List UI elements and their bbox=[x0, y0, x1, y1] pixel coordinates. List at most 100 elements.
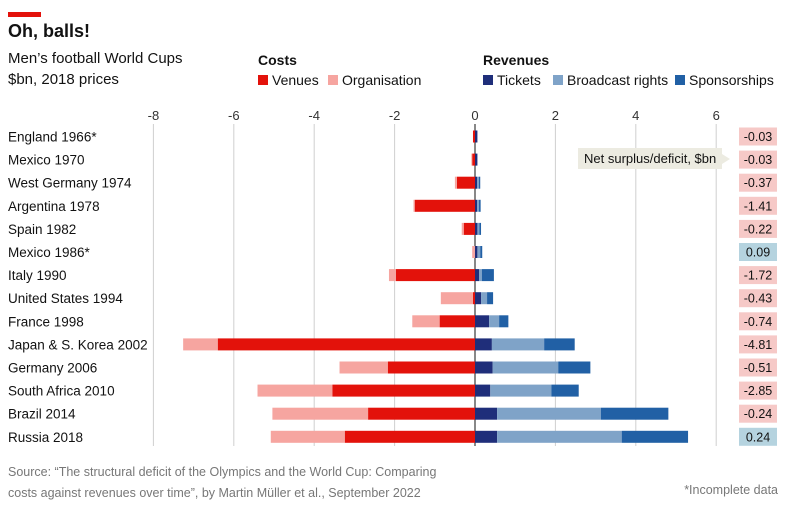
source-line-2: costs against revenues over time”, by Ma… bbox=[8, 486, 421, 500]
net-value-label: -0.03 bbox=[744, 153, 773, 167]
footnote: *Incomplete data bbox=[684, 483, 778, 497]
legend-item-broadcast: Broadcast rights bbox=[553, 72, 668, 88]
net-value-label: -0.24 bbox=[744, 407, 773, 421]
bar-tickets bbox=[475, 338, 492, 351]
bar-venues bbox=[463, 222, 475, 235]
bar-organisation bbox=[257, 384, 333, 397]
legend-swatch-organisation bbox=[328, 75, 338, 85]
net-value-label: 0.09 bbox=[746, 246, 770, 260]
chart-subtitle: Men’s football World Cups bbox=[8, 50, 183, 67]
bar-organisation bbox=[270, 430, 345, 443]
net-value-label: -0.03 bbox=[744, 130, 773, 144]
bar-broadcast-rights bbox=[497, 407, 601, 420]
x-tick-label: -8 bbox=[148, 108, 160, 123]
legend-costs-title: Costs bbox=[258, 52, 297, 68]
bar-broadcast-rights bbox=[477, 176, 480, 189]
bar-tickets bbox=[475, 176, 478, 189]
bar-tickets bbox=[475, 315, 490, 328]
bar-organisation bbox=[472, 246, 475, 258]
bar-tickets bbox=[475, 246, 478, 258]
bar-venues bbox=[217, 338, 475, 351]
bar-broadcast-rights bbox=[477, 246, 481, 258]
net-value-box bbox=[739, 358, 777, 377]
bar-organisation bbox=[272, 407, 369, 420]
bar-sponsorships bbox=[479, 199, 481, 212]
bar-sponsorships bbox=[487, 292, 494, 305]
category-label: Russia 2018 bbox=[8, 430, 83, 445]
bar-venues bbox=[387, 361, 475, 374]
net-value-label: -0.22 bbox=[744, 222, 773, 236]
net-value-label: -0.37 bbox=[744, 176, 773, 190]
legend-label-sponsorships: Sponsorships bbox=[689, 72, 774, 88]
legend-swatch-venues bbox=[258, 75, 268, 85]
category-label: Germany 2006 bbox=[8, 361, 97, 376]
bar-broadcast-rights bbox=[491, 338, 545, 351]
x-tick-label: 4 bbox=[632, 108, 639, 123]
net-value-box bbox=[739, 127, 777, 146]
bar-venues bbox=[332, 384, 475, 397]
net-value-box bbox=[739, 289, 777, 308]
bar-organisation bbox=[471, 153, 473, 166]
category-label: South Africa 2010 bbox=[8, 384, 115, 399]
net-value-box bbox=[739, 173, 777, 192]
category-label: France 1998 bbox=[8, 314, 84, 329]
chart-title: Oh, balls! bbox=[8, 21, 91, 41]
category-label: West Germany 1974 bbox=[8, 176, 132, 191]
bar-tickets bbox=[475, 269, 480, 282]
bar-venues bbox=[344, 430, 475, 443]
x-tick-label: 0 bbox=[471, 108, 478, 123]
net-value-label: -0.43 bbox=[744, 292, 773, 306]
x-tick-label: -4 bbox=[308, 108, 320, 123]
net-value-box bbox=[739, 381, 777, 400]
bar-tickets bbox=[475, 361, 493, 374]
bar-tickets bbox=[475, 130, 478, 143]
legend-item-sponsorships: Sponsorships bbox=[675, 72, 774, 88]
legend-swatch-tickets bbox=[483, 75, 493, 85]
bar-organisation bbox=[440, 292, 473, 305]
legend-item-organisation: Organisation bbox=[328, 72, 421, 88]
bar-organisation bbox=[454, 176, 457, 189]
bar-organisation bbox=[413, 199, 415, 212]
bar-venues bbox=[439, 315, 475, 328]
bar-sponsorships bbox=[499, 315, 509, 328]
x-tick-label: 2 bbox=[552, 108, 559, 123]
bar-sponsorships bbox=[551, 384, 579, 397]
category-label: Argentina 1978 bbox=[8, 199, 100, 214]
bar-broadcast-rights bbox=[481, 292, 488, 305]
net-value-box bbox=[739, 196, 777, 215]
bar-sponsorships bbox=[481, 269, 494, 282]
legend-item-tickets: Tickets bbox=[483, 72, 541, 88]
legend-swatch-sponsorships bbox=[675, 75, 685, 85]
bar-organisation bbox=[339, 361, 388, 374]
legend-item-venues: Venues bbox=[258, 72, 319, 88]
bar-sponsorships bbox=[480, 246, 483, 258]
category-label: Brazil 2014 bbox=[8, 407, 76, 422]
bar-tickets bbox=[475, 199, 478, 212]
bar-tickets bbox=[475, 384, 491, 397]
bar-tickets bbox=[475, 407, 498, 420]
net-value-label: -4.81 bbox=[744, 338, 773, 352]
legend-label-organisation: Organisation bbox=[342, 72, 422, 88]
bar-tickets bbox=[475, 153, 478, 166]
x-tick-label: 6 bbox=[713, 108, 720, 123]
bar-broadcast-rights bbox=[490, 384, 552, 397]
net-value-box bbox=[739, 243, 777, 261]
net-value-box bbox=[739, 150, 777, 169]
bar-broadcast-rights bbox=[489, 315, 500, 328]
bar-venues bbox=[414, 199, 475, 212]
net-value-box bbox=[739, 219, 777, 238]
net-value-label: -0.51 bbox=[744, 361, 773, 375]
category-label: Mexico 1970 bbox=[8, 153, 85, 168]
net-value-box bbox=[739, 266, 777, 285]
bar-sponsorships bbox=[600, 407, 669, 420]
net-value-label: -1.72 bbox=[744, 269, 773, 283]
legend-label-broadcast: Broadcast rights bbox=[567, 72, 669, 88]
bar-sponsorships bbox=[558, 361, 591, 374]
bar-organisation bbox=[183, 338, 218, 351]
category-label: England 1966* bbox=[8, 130, 97, 145]
net-value-label: 0.24 bbox=[746, 430, 770, 444]
net-value-box bbox=[739, 404, 777, 423]
bar-organisation bbox=[388, 269, 396, 282]
net-value-label: -0.74 bbox=[744, 315, 773, 329]
